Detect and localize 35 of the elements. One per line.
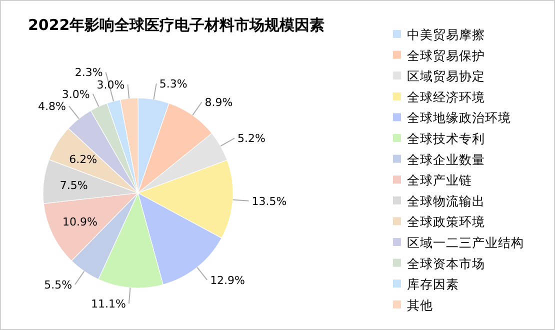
legend-label: 全球资本市场 [407, 256, 485, 271]
data-label: 11.1% [91, 298, 126, 311]
data-label: 5.2% [238, 132, 266, 146]
pie-slice [98, 192, 164, 288]
data-label: 13.5% [252, 194, 287, 208]
legend-label: 全球贸易保护 [407, 48, 485, 63]
pie-slice [138, 133, 228, 194]
data-label: 12.9% [210, 274, 246, 287]
data-label: 7.5% [60, 179, 88, 192]
legend-label: 全球经济环境 [407, 89, 485, 104]
legend-label: 全球技术专利 [407, 131, 485, 146]
data-label: 3.0% [62, 88, 90, 101]
legend-label: 其他 [407, 297, 433, 312]
data-label: 4.8% [38, 100, 66, 114]
data-label: 5.5% [44, 278, 72, 292]
pie-slice [120, 98, 138, 194]
legend-label: 全球产业链 [407, 172, 472, 188]
data-label: 8.9% [204, 96, 233, 110]
legend-label: 区域贸易协定 [407, 68, 485, 84]
legend-label: 全球政策环境 [407, 214, 485, 230]
pie-slice [48, 128, 138, 194]
pie-slice [43, 192, 138, 262]
pie-slice [138, 160, 234, 238]
data-label: 5.3% [159, 78, 188, 91]
legend-label: 全球物流输出 [407, 193, 485, 208]
legend-label: 库存因素 [407, 276, 459, 292]
data-label: 2.3% [74, 66, 103, 80]
legend-label: 区域一二三产业结构 [407, 235, 524, 250]
data-label: 10.9% [62, 215, 98, 228]
legend-label: 中美贸易摩擦 [407, 27, 485, 42]
chart-title: 2022年影响全球医疗电子材料市场规模因素 [28, 16, 325, 34]
data-label: 6.2% [69, 153, 98, 166]
data-label: 3.0% [96, 78, 125, 92]
legend-label: 全球地缘政治环境 [407, 110, 511, 126]
legend-label: 全球企业数量 [407, 152, 485, 167]
